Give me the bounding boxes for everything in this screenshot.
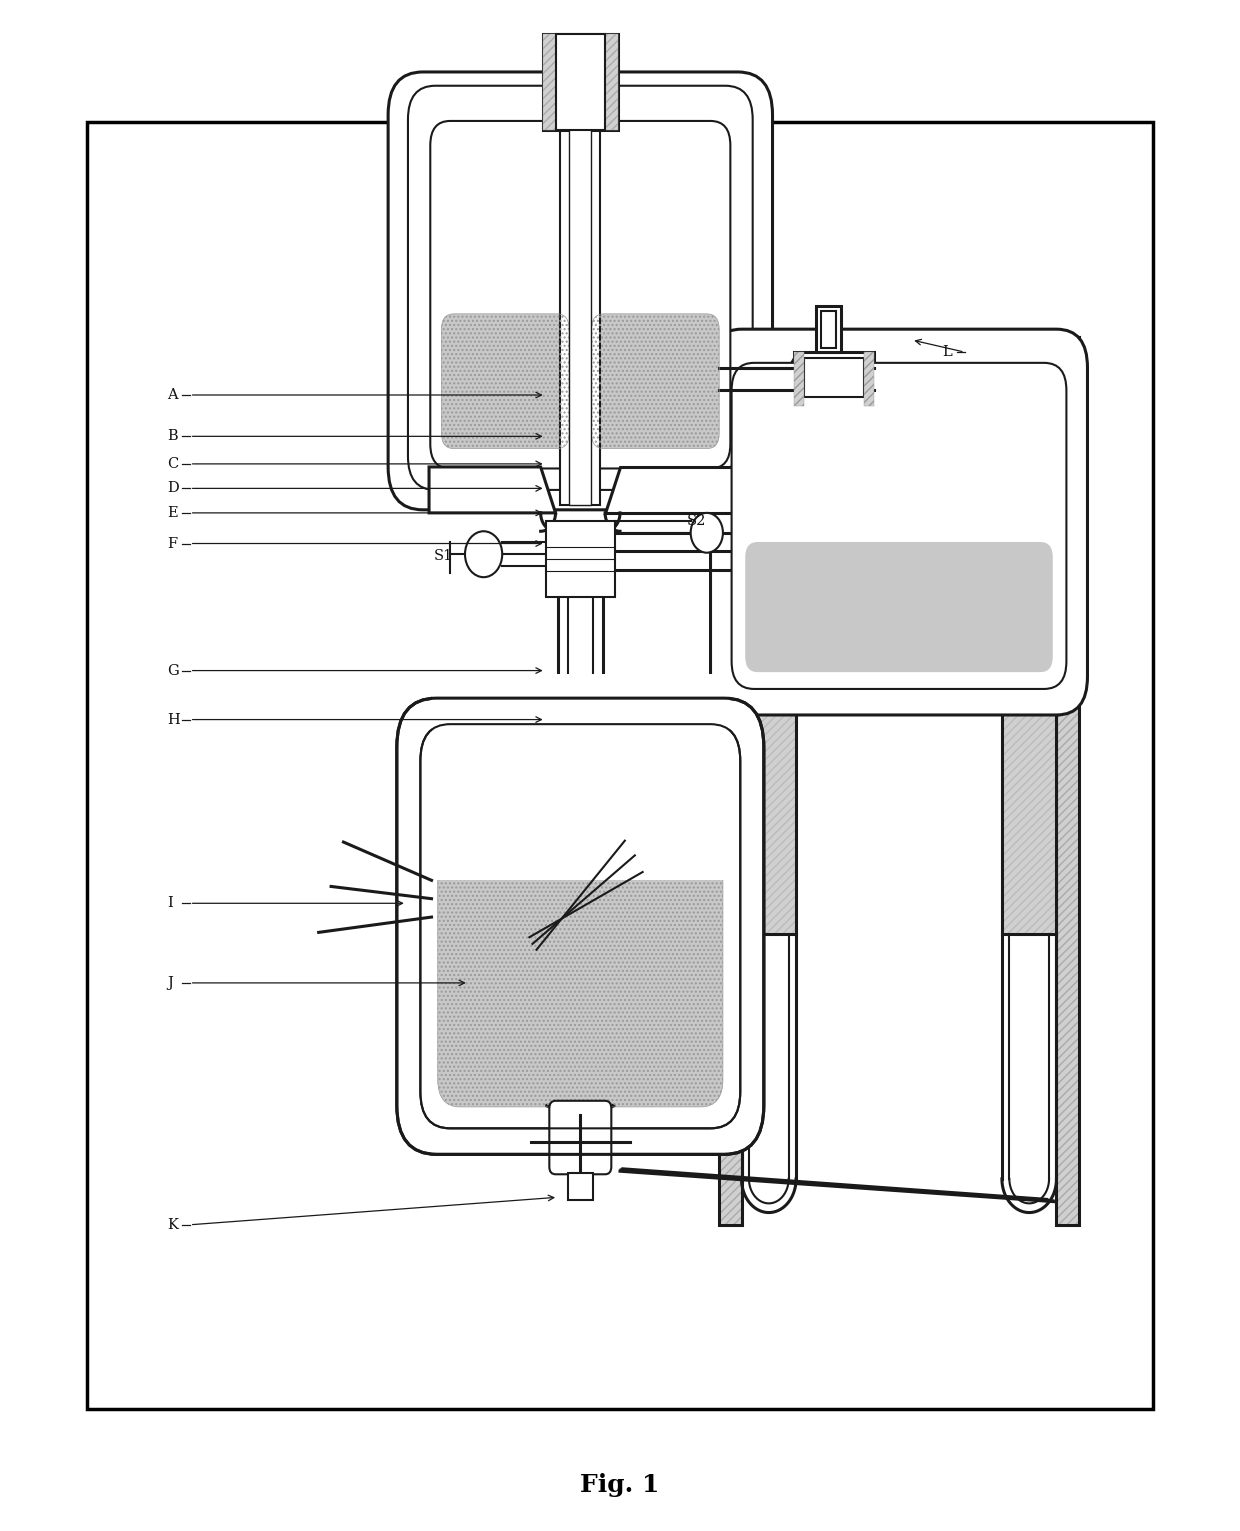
Text: S1: S1 (434, 548, 454, 563)
Polygon shape (562, 739, 599, 747)
Bar (816, 306, 841, 352)
Bar (821, 311, 836, 348)
Polygon shape (560, 1105, 600, 1113)
FancyBboxPatch shape (441, 314, 569, 449)
Bar (1002, 364, 1056, 934)
Bar (1002, 364, 1056, 934)
Text: I: I (167, 896, 174, 911)
Bar (864, 352, 874, 406)
Bar (1056, 337, 1079, 1225)
FancyBboxPatch shape (549, 1101, 611, 1174)
Bar (794, 352, 804, 406)
Bar (742, 364, 796, 934)
Bar (546, 521, 615, 597)
Bar (719, 337, 742, 1225)
FancyBboxPatch shape (408, 86, 753, 490)
Text: J: J (167, 975, 174, 991)
Bar (568, 1173, 593, 1200)
Bar (560, 61, 600, 505)
Bar (556, 34, 605, 130)
Bar (719, 337, 1079, 364)
Text: H: H (167, 712, 180, 727)
Text: F: F (167, 536, 177, 551)
Text: B: B (167, 429, 179, 444)
FancyBboxPatch shape (388, 72, 773, 510)
Text: S2: S2 (687, 513, 707, 528)
Polygon shape (429, 467, 556, 513)
Bar (87, 122, 1153, 1409)
FancyBboxPatch shape (732, 363, 1066, 689)
Text: Fig. 1: Fig. 1 (580, 1473, 660, 1497)
FancyBboxPatch shape (745, 542, 1053, 672)
Bar (742, 364, 796, 934)
Bar (543, 34, 618, 130)
FancyBboxPatch shape (397, 698, 764, 1154)
Polygon shape (605, 467, 732, 513)
Circle shape (465, 531, 502, 577)
Polygon shape (546, 1105, 615, 1113)
Bar (543, 34, 556, 130)
Bar (569, 61, 591, 505)
Text: A: A (167, 387, 179, 403)
FancyBboxPatch shape (567, 121, 730, 468)
FancyBboxPatch shape (420, 724, 740, 1128)
Bar (719, 337, 742, 1225)
FancyBboxPatch shape (438, 746, 723, 1107)
Text: K: K (167, 1217, 179, 1232)
Text: D: D (167, 481, 179, 496)
Bar (794, 352, 874, 406)
FancyBboxPatch shape (591, 314, 719, 449)
FancyBboxPatch shape (430, 121, 594, 468)
Circle shape (691, 513, 723, 553)
Text: E: E (167, 505, 179, 521)
Bar (432, 674, 729, 880)
Bar (1056, 337, 1079, 1225)
Bar (804, 358, 864, 397)
Text: L: L (942, 344, 952, 360)
Bar (605, 34, 618, 130)
Text: C: C (167, 456, 179, 472)
Polygon shape (543, 739, 618, 747)
FancyBboxPatch shape (711, 329, 1087, 715)
Text: G: G (167, 663, 179, 678)
